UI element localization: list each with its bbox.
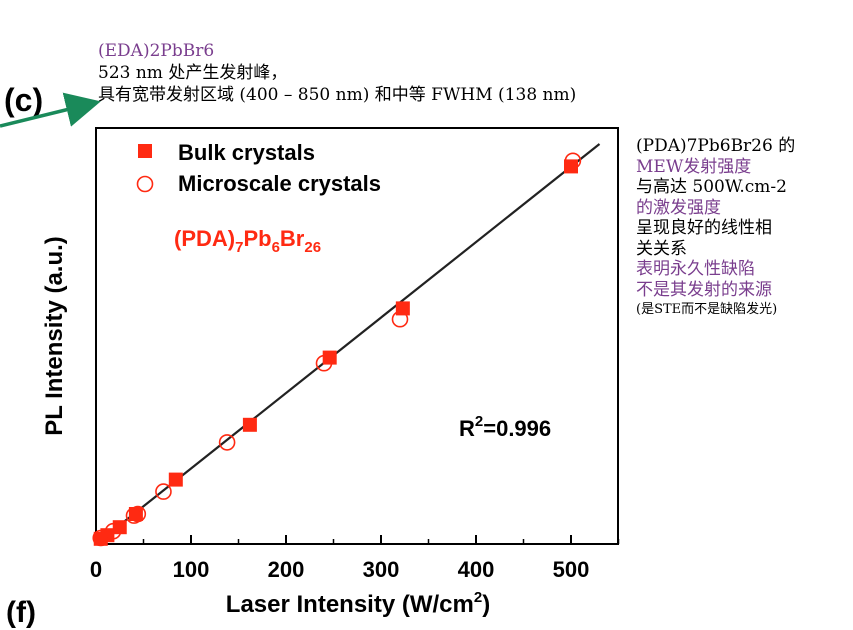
annotation-right-line6: 关关系 bbox=[636, 238, 687, 259]
legend: Bulk crystals Microscale crystals bbox=[136, 140, 381, 196]
microscale-crystal-point bbox=[315, 354, 333, 372]
annotation-right-line8: 不是其发射的来源 bbox=[636, 279, 772, 300]
bulk-crystal-point bbox=[168, 472, 183, 487]
legend-bulk-marker bbox=[138, 144, 152, 158]
microscale-crystal-point bbox=[218, 434, 236, 451]
panel-label: (c) bbox=[4, 82, 44, 118]
microscale-crystal-point bbox=[155, 483, 172, 500]
annotation-top: (EDA)2PbBr6 523 nm 处产生发射峰， 具有宽带发射区域 (400… bbox=[98, 40, 576, 106]
y-axis-title: PL Intensity (a.u.) bbox=[41, 236, 68, 436]
legend-bulk-label: Bulk crystals bbox=[178, 140, 315, 165]
annotation-right: (PDA)7Pb6Br26 的 MEW发射强度 与高达 500W.cm-2 的激… bbox=[636, 136, 795, 321]
microscale-crystal-point bbox=[564, 152, 582, 170]
x-tick-label: 500 bbox=[553, 557, 590, 582]
annotation-right-line2: MEW发射强度 bbox=[636, 156, 752, 177]
annotation-top-band: 具有宽带发射区域 (400 – 850 nm) 和中等 FWHM (138 nm… bbox=[98, 85, 577, 105]
annotation-right-line3: 与高达 500W.cm-2 bbox=[636, 177, 787, 197]
annotation-arrow bbox=[0, 92, 101, 128]
x-tick-label: 300 bbox=[363, 557, 400, 582]
data-points bbox=[92, 152, 582, 547]
r-squared-label: R2=0.996 bbox=[459, 413, 551, 441]
legend-micro-label: Microscale crystals bbox=[178, 171, 381, 196]
x-axis: 0 100 200 300 400 500 bbox=[90, 535, 620, 582]
microscale-crystal-point bbox=[104, 522, 122, 540]
bulk-crystal-point bbox=[242, 417, 257, 432]
annotation-right-line9: (是STE而不是缺陷发光) bbox=[636, 302, 778, 317]
plot-frame bbox=[95, 127, 619, 545]
microscale-crystal-point bbox=[129, 505, 147, 523]
legend-micro-marker bbox=[136, 175, 154, 193]
annotation-top-compound: (EDA)2PbBr6 bbox=[98, 41, 215, 61]
microscale-crystal-point bbox=[391, 310, 409, 328]
x-tick-label: 0 bbox=[90, 557, 102, 582]
bulk-crystal-point bbox=[564, 159, 578, 174]
x-tick-label: 200 bbox=[268, 557, 305, 582]
x-tick-label: 100 bbox=[173, 557, 210, 582]
annotation-right-line1: (PDA)7Pb6Br26 的 bbox=[636, 136, 796, 156]
annotation-right-line7: 表明永久性缺陷 bbox=[636, 259, 755, 279]
annotation-top-peak: 523 nm 处产生发射峰， bbox=[98, 63, 288, 83]
compound-label: (PDA)7Pb6Br26 bbox=[174, 226, 321, 256]
x-tick-label: 400 bbox=[458, 557, 495, 582]
microscale-crystal-point bbox=[92, 529, 110, 547]
annotation-right-line4: 的激发强度 bbox=[636, 197, 721, 218]
bulk-crystal-point bbox=[395, 301, 410, 316]
x-axis-title: Laser Intensity (W/cm2) bbox=[226, 589, 490, 618]
annotation-right-line5: 呈现良好的线性相 bbox=[636, 218, 772, 238]
